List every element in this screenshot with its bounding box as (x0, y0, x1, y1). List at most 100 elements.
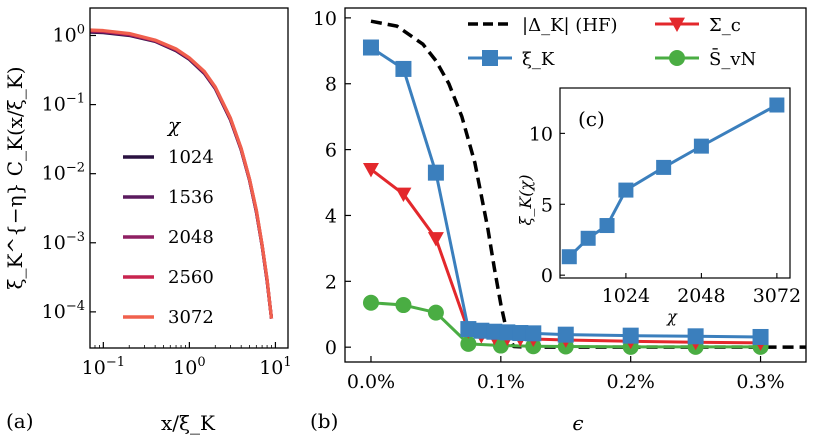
series-line-3 (370, 301, 761, 349)
inset-data-point (561, 249, 577, 265)
inset-data-point (769, 97, 785, 113)
data-point-series-1 (362, 162, 379, 178)
x-tick-label: 0.2% (607, 371, 655, 393)
panel-b-legend: |Δ_K| (HF) Σ_c ξ_K S̄_vN (468, 15, 756, 70)
y-tick-label: 10−3 (42, 230, 85, 254)
panel-a-legend: χ 1024 1536 2048 2560 3072 (123, 113, 214, 328)
data-point-series-3 (460, 335, 477, 352)
y-tick-label: 4 (325, 205, 337, 227)
y-tick-label: 10−1 (42, 92, 85, 116)
panel-c-label: (c) (578, 107, 605, 131)
inset-x-tick-label: 1024 (602, 285, 650, 307)
data-point-series-2 (499, 324, 516, 341)
data-point-series-2 (687, 328, 704, 345)
panel-b-ticks: 0.0% 0.1% 0.2% 0.3% 0 2 4 6 8 10 (313, 8, 785, 393)
legend-label-chi-3072: 3072 (168, 307, 214, 328)
data-point-series-2 (525, 325, 542, 342)
y-tick-base: 10 (42, 301, 66, 323)
y-tick-base: 10 (53, 24, 77, 46)
x-tick-base: 10 (82, 357, 106, 379)
legend-label-chi-2048: 2048 (168, 227, 214, 248)
panel-a-label: (a) (6, 409, 34, 433)
x-tick-base: 10 (259, 357, 283, 379)
legend-label-0: |Δ_K| (HF) (522, 15, 618, 36)
panel-c-inset: 1024 2048 3072 0 5 10 ξ_K(χ) χ (c) (516, 87, 801, 326)
y-tick-base: 10 (42, 163, 66, 185)
series-line-0 (370, 19, 806, 349)
y-tick-exponent: −4 (66, 299, 85, 314)
legend-marker-3 (669, 50, 685, 66)
x-tick-label: 101 (259, 355, 291, 379)
data-point-series-2 (395, 60, 412, 77)
panel-c-frame (559, 87, 791, 279)
panel-c-ylabel: ξ_K(χ) (516, 175, 535, 226)
x-tick-label: 100 (173, 355, 205, 379)
panel-a-ylabel: ξ_K^{−η} C_K(x/ξ_K) (3, 66, 27, 289)
inset-data-point (656, 159, 672, 175)
legend-label-2: ξ_K (522, 49, 555, 70)
y-tick-exponent: −3 (66, 230, 85, 245)
data-point-series-3 (395, 297, 412, 314)
legend-label-chi-1024: 1024 (168, 147, 214, 168)
data-point-series-2 (460, 321, 477, 338)
y-tick-label: 10−4 (42, 299, 85, 323)
inset-x-tick-label: 2048 (677, 285, 725, 307)
data-point-series-2 (752, 328, 769, 345)
panel-a-xlabel: x/ξ_K (161, 411, 216, 435)
y-tick-label: 6 (325, 140, 337, 162)
data-point-series-2 (557, 326, 574, 343)
y-tick-base: 10 (42, 94, 66, 116)
panel-a-legend-title: χ (166, 113, 182, 137)
x-tick-exponent: 1 (283, 355, 291, 370)
inset-data-point (580, 230, 596, 246)
data-point-series-3 (427, 304, 444, 321)
inset-y-tick-label: 5 (541, 194, 553, 216)
inset-data-point (599, 218, 615, 234)
y-tick-label: 100 (53, 22, 85, 46)
legend-marker-2 (482, 50, 498, 66)
inset-y-tick-label: 0 (541, 265, 553, 287)
data-point-series-3 (362, 294, 379, 311)
panel-b-label: (b) (310, 409, 338, 433)
inset-data-point (693, 138, 709, 154)
y-tick-label: 2 (325, 271, 337, 293)
panel-c-series (561, 97, 785, 265)
inset-data-point (618, 182, 634, 198)
data-point-series-2 (622, 327, 639, 344)
x-tick-label: 0.3% (736, 371, 784, 393)
legend-label-1: Σ_c (709, 15, 741, 36)
x-tick-exponent: 0 (197, 355, 205, 370)
y-tick-base: 10 (42, 232, 66, 254)
y-tick-label: 0 (325, 337, 337, 359)
y-tick-exponent: −2 (66, 161, 85, 176)
legend-label-chi-2560: 2560 (168, 267, 214, 288)
data-point-series-2 (362, 39, 379, 56)
legend-label-3: S̄_vN (709, 47, 756, 70)
data-point-series-2 (512, 325, 529, 342)
inset-y-tick-label: 10 (529, 123, 553, 145)
panel-b-series (362, 19, 806, 355)
data-point-series-1 (427, 232, 444, 247)
x-tick-exponent: −1 (106, 355, 125, 370)
y-tick-exponent: 0 (77, 22, 85, 37)
data-point-series-2 (427, 164, 444, 181)
x-tick-label: 0.1% (477, 371, 525, 393)
y-tick-label: 8 (325, 74, 337, 96)
panel-b: 0.0% 0.1% 0.2% 0.3% 0 2 4 6 8 10 ϵ (b) |Δ_K| (HF)… (310, 7, 807, 435)
legend-label-chi-1536: 1536 (168, 187, 214, 208)
x-tick-base: 10 (173, 357, 197, 379)
y-tick-label: 10 (313, 8, 337, 30)
panel-c-xlabel: χ (666, 307, 678, 326)
panel-b-xlabel: ϵ (572, 411, 583, 435)
data-point-series-2 (473, 322, 490, 339)
data-point-series-2 (486, 323, 503, 340)
y-tick-label: 10−2 (42, 161, 85, 185)
data-point-series-1 (395, 187, 412, 203)
series-line-chi-3072 (89, 28, 274, 319)
panel-b-frame (344, 7, 807, 363)
legend-marker-1 (669, 17, 685, 32)
panel-c-ticks: 1024 2048 3072 0 5 10 (529, 123, 801, 307)
